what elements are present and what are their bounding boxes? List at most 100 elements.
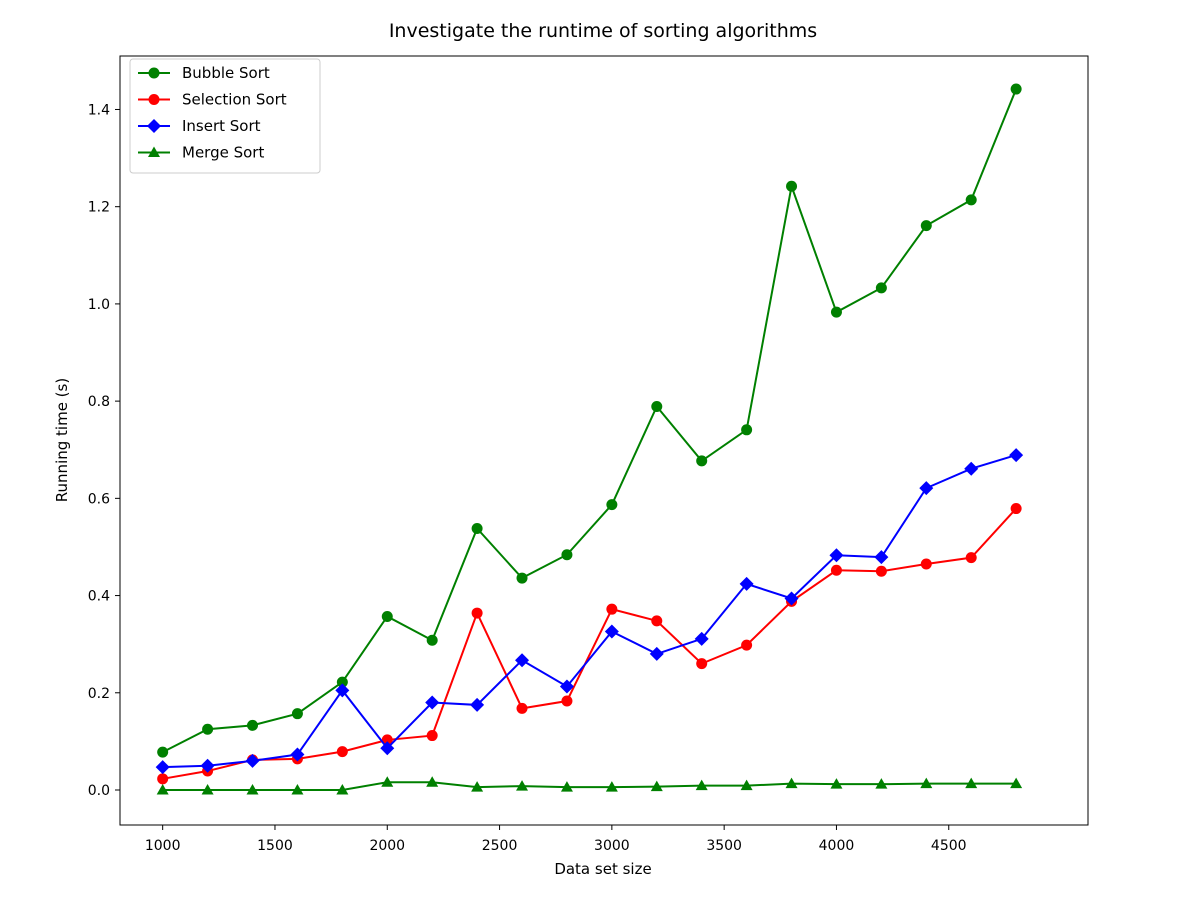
data-point-merge-sort [426,776,439,787]
data-point-selection-sort [336,746,348,758]
data-point-selection-sort [426,730,438,742]
y-tick-label: 1.2 [88,200,110,216]
series-line-insert-sort [162,454,1017,769]
data-point-insert-sort [155,760,170,775]
data-point-merge-sort [156,784,169,795]
data-point-insert-sort [425,695,440,710]
data-point-insert-sort [649,646,664,661]
legend-marker [148,146,160,157]
legend-marker [148,94,160,105]
data-point-bubble-sort [381,610,393,622]
plot-area [119,55,1089,826]
x-tick-label: 2500 [482,838,518,854]
x-tick-label: 3500 [706,838,742,854]
data-point-insert-sort [380,741,395,756]
x-tick-label: 1000 [145,838,181,854]
data-point-bubble-sort [247,719,259,731]
data-point-selection-sort [965,552,977,564]
data-point-selection-sort [561,695,573,707]
data-point-merge-sort [605,781,618,792]
x-axis: 1000 1500 2000 2500 3000 3500 4000 4500 [145,825,967,854]
data-point-merge-sort [785,777,798,789]
y-axis-label: Running time (s) [53,378,71,502]
y-tick-label: 0.8 [88,394,110,410]
data-point-bubble-sort [516,572,528,584]
data-point-bubble-sort [1010,83,1022,95]
data-point-insert-sort [784,591,799,606]
series-line-selection-sort [162,507,1017,780]
data-point-selection-sort [606,603,618,615]
legend-entry-merge-sort: Merge Sort [138,144,264,162]
data-point-bubble-sort [202,723,214,735]
data-point-selection-sort [651,615,663,627]
series-bubble-sort [157,83,1022,758]
data-point-insert-sort [245,753,260,768]
data-point-bubble-sort [157,746,169,758]
data-point-merge-sort [830,778,843,789]
data-point-bubble-sort [830,306,842,318]
y-tick-label: 0.0 [88,783,110,799]
data-point-merge-sort [875,778,888,789]
data-point-selection-sort [381,734,393,746]
chart-title: Investigate the runtime of sorting algor… [389,20,817,42]
y-tick-label: 0.2 [88,686,110,702]
data-point-bubble-sort [965,194,977,206]
data-point-insert-sort [739,576,754,591]
x-tick-label: 4000 [819,838,855,854]
data-point-bubble-sort [651,400,663,412]
data-point-selection-sort [516,702,528,714]
legend-marker [148,67,160,79]
data-point-insert-sort [1009,448,1024,463]
data-point-merge-sort [336,784,349,795]
data-point-merge-sort [291,784,304,795]
legend-box [129,58,321,174]
data-point-merge-sort [201,784,214,795]
data-point-merge-sort [740,779,753,791]
data-point-insert-sort [874,550,889,565]
legend-label: Merge Sort [182,144,264,162]
data-point-bubble-sort [606,499,618,511]
legend-entry-insert-sort: Insert Sort [138,117,261,135]
data-point-insert-sort [515,653,530,668]
data-point-merge-sort [560,781,573,792]
series-line-merge-sort [162,781,1017,792]
y-axis: 0.0 0.2 0.4 0.6 0.8 1.0 1.2 1.4 [88,102,120,799]
legend-label: Selection Sort [182,91,287,109]
x-axis-label: Data set size [554,860,651,878]
legend-entry-bubble-sort: Bubble Sort [138,64,270,82]
y-tick-label: 0.6 [88,491,110,507]
data-point-merge-sort [471,781,484,792]
data-point-bubble-sort [696,455,708,467]
data-point-insert-sort [290,747,305,762]
legend-entry-selection-sort: Selection Sort [138,91,287,109]
data-point-bubble-sort [786,180,798,192]
data-point-bubble-sort [291,708,303,720]
y-tick-label: 0.4 [88,589,110,605]
series-line-bubble-sort [162,88,1018,753]
data-point-bubble-sort [920,220,932,232]
data-point-selection-sort [1010,503,1022,515]
data-point-insert-sort [200,758,215,773]
data-point-bubble-sort [336,676,348,688]
legend-label: Bubble Sort [182,64,270,82]
legend: Bubble Sort Selection Sort Insert Sort Merg… [129,58,321,174]
data-point-merge-sort [1010,777,1023,789]
x-tick-label: 4500 [931,838,967,854]
data-point-merge-sort [516,780,529,791]
data-point-selection-sort [875,565,887,577]
data-point-selection-sort [830,564,842,576]
data-point-bubble-sort [561,549,573,561]
series-merge-sort [156,776,1023,795]
series-insert-sort [155,448,1024,775]
data-point-insert-sort [604,624,619,639]
data-point-selection-sort [157,773,169,785]
data-point-bubble-sort [471,522,483,534]
data-point-insert-sort [470,697,485,712]
legend-marker [147,119,161,133]
data-point-bubble-sort [426,634,438,646]
data-point-insert-sort [919,481,934,496]
data-point-merge-sort [695,779,708,791]
data-point-insert-sort [829,548,844,563]
data-point-merge-sort [965,777,978,789]
